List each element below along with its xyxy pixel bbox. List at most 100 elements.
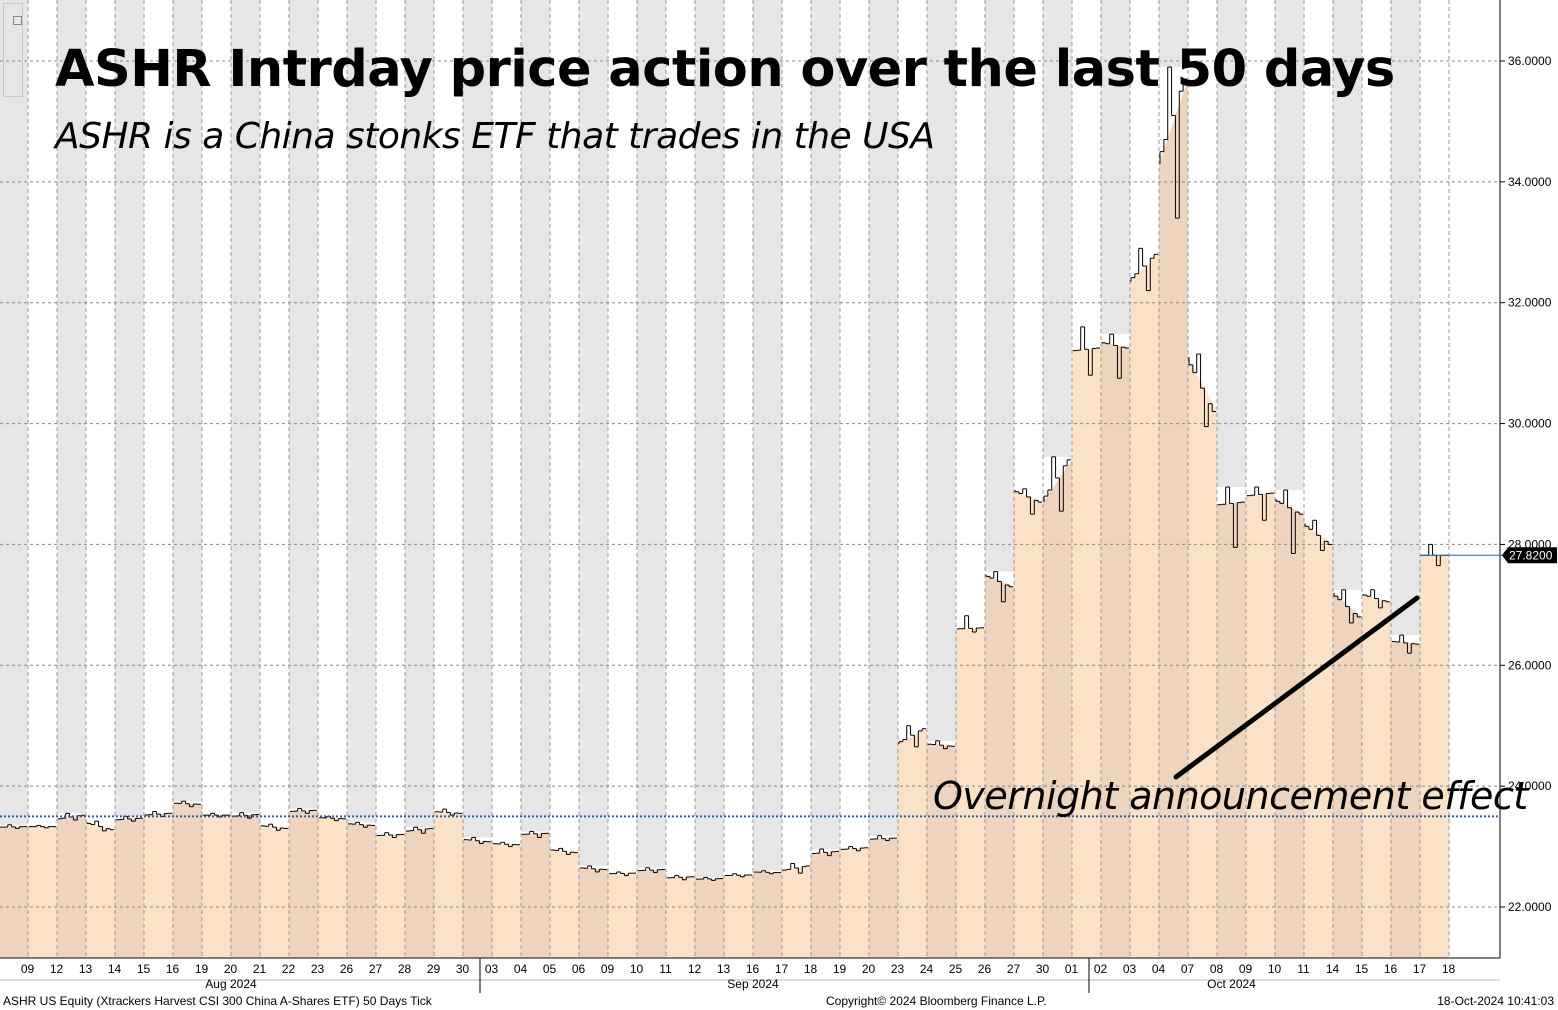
price-area-segment bbox=[724, 874, 753, 958]
day-band bbox=[231, 0, 260, 813]
intraday-ticks bbox=[86, 820, 114, 832]
chart-legend-toggle[interactable] bbox=[3, 3, 23, 97]
price-area-segment bbox=[898, 728, 927, 958]
x-tick-label: 14 bbox=[1326, 962, 1340, 976]
footer-copyright: Copyright© 2024 Bloomberg Finance L.P. bbox=[826, 994, 1047, 1008]
x-tick-label: 18 bbox=[804, 962, 818, 976]
x-tick-label: 16 bbox=[746, 962, 760, 976]
intraday-ticks bbox=[492, 841, 520, 848]
price-area-segment bbox=[1391, 641, 1420, 958]
day-band bbox=[1333, 0, 1362, 590]
intraday-ticks bbox=[203, 812, 230, 818]
intraday-ticks bbox=[811, 848, 839, 857]
intraday-ticks bbox=[869, 835, 897, 842]
day-band bbox=[1275, 0, 1304, 491]
x-tick-label: 09 bbox=[1239, 962, 1253, 976]
x-tick-label: 19 bbox=[833, 962, 847, 976]
price-area-segment bbox=[57, 815, 86, 958]
x-tick-label: 12 bbox=[50, 962, 64, 976]
month-label: Sep 2024 bbox=[727, 977, 779, 991]
intraday-ticks bbox=[724, 873, 752, 878]
intraday-ticks bbox=[1217, 486, 1245, 548]
price-area-segment bbox=[1246, 493, 1275, 958]
x-tick-label: 01 bbox=[1065, 962, 1079, 976]
x-tick-label: 17 bbox=[775, 962, 789, 976]
x-tick-label: 30 bbox=[1036, 962, 1050, 976]
day-band bbox=[1043, 0, 1072, 457]
x-tick-label: 26 bbox=[340, 962, 354, 976]
price-area-segment bbox=[115, 818, 144, 958]
day-band bbox=[173, 0, 202, 802]
price-area-segment bbox=[927, 743, 956, 958]
price-area-segment bbox=[0, 826, 28, 958]
intraday-ticks bbox=[985, 571, 1013, 603]
price-area-segment bbox=[637, 869, 666, 958]
price-area-segment bbox=[1217, 502, 1246, 958]
price-area-segment bbox=[579, 867, 608, 958]
price-area-segment bbox=[463, 839, 492, 958]
price-area-segment bbox=[28, 826, 57, 958]
price-area-segment bbox=[289, 810, 318, 958]
intraday-ticks bbox=[1333, 589, 1361, 624]
intraday-ticks bbox=[550, 847, 578, 855]
day-band bbox=[521, 0, 550, 832]
price-area-segment bbox=[1101, 341, 1130, 958]
x-tick-label: 21 bbox=[253, 962, 267, 976]
day-band bbox=[753, 0, 782, 871]
intraday-ticks bbox=[898, 725, 926, 748]
day-band bbox=[57, 0, 86, 814]
price-area-segment bbox=[985, 574, 1014, 958]
intraday-ticks bbox=[376, 832, 404, 839]
price-area-segment bbox=[231, 814, 260, 958]
x-tick-label: 16 bbox=[166, 962, 180, 976]
x-tick-label: 24 bbox=[920, 962, 934, 976]
day-band bbox=[579, 0, 608, 866]
intraday-ticks bbox=[1043, 456, 1071, 512]
intraday-ticks bbox=[695, 876, 723, 881]
intraday-ticks bbox=[927, 740, 955, 750]
x-tick-label: 11 bbox=[1297, 962, 1310, 976]
x-tick-label: 27 bbox=[369, 962, 383, 976]
intraday-ticks bbox=[29, 824, 56, 829]
x-tick-label: 23 bbox=[311, 962, 325, 976]
chart-subtitle: ASHR is a China stonks ETF that trades i… bbox=[55, 116, 935, 157]
annotation-pointer-line bbox=[1173, 595, 1420, 780]
x-tick-label: 08 bbox=[1210, 962, 1224, 976]
day-band bbox=[0, 0, 28, 825]
price-area-segment bbox=[434, 811, 463, 958]
x-tick-label: 10 bbox=[630, 962, 644, 976]
x-tick-label: 26 bbox=[978, 962, 992, 976]
price-area-segment bbox=[1304, 523, 1333, 958]
price-area-segment bbox=[608, 873, 637, 958]
intraday-ticks bbox=[608, 871, 636, 877]
y-tick-label: 36.0000 bbox=[1508, 54, 1552, 68]
day-band bbox=[1101, 0, 1130, 335]
intraday-ticks bbox=[434, 808, 462, 816]
x-tick-label: 15 bbox=[137, 962, 151, 976]
price-area-segment bbox=[86, 822, 115, 958]
price-area-segment bbox=[405, 828, 434, 958]
x-tick-label: 17 bbox=[1413, 962, 1427, 976]
intraday-ticks bbox=[753, 870, 781, 875]
intraday-ticks bbox=[637, 867, 665, 874]
price-area-segment bbox=[811, 851, 840, 958]
y-tick-label: 34.0000 bbox=[1508, 175, 1552, 189]
price-area-segment bbox=[260, 825, 289, 958]
month-label: Aug 2024 bbox=[205, 977, 257, 991]
price-area-segment bbox=[1159, 79, 1188, 959]
y-tick-label: 30.0000 bbox=[1508, 417, 1552, 431]
intraday-ticks bbox=[1391, 634, 1419, 654]
x-tick-label: 16 bbox=[1384, 962, 1398, 976]
x-tick-label: 03 bbox=[1123, 962, 1137, 976]
x-tick-label: 04 bbox=[1152, 962, 1166, 976]
intraday-ticks bbox=[1014, 488, 1042, 515]
price-area-segment bbox=[695, 878, 724, 958]
price-area-segment bbox=[202, 815, 231, 958]
x-tick-label: 14 bbox=[108, 962, 122, 976]
price-area-segment bbox=[318, 817, 347, 958]
price-area-segment bbox=[1043, 459, 1072, 958]
price-area-segment bbox=[840, 847, 869, 958]
intraday-ticks bbox=[347, 821, 375, 828]
x-tick-label: 28 bbox=[398, 962, 412, 976]
